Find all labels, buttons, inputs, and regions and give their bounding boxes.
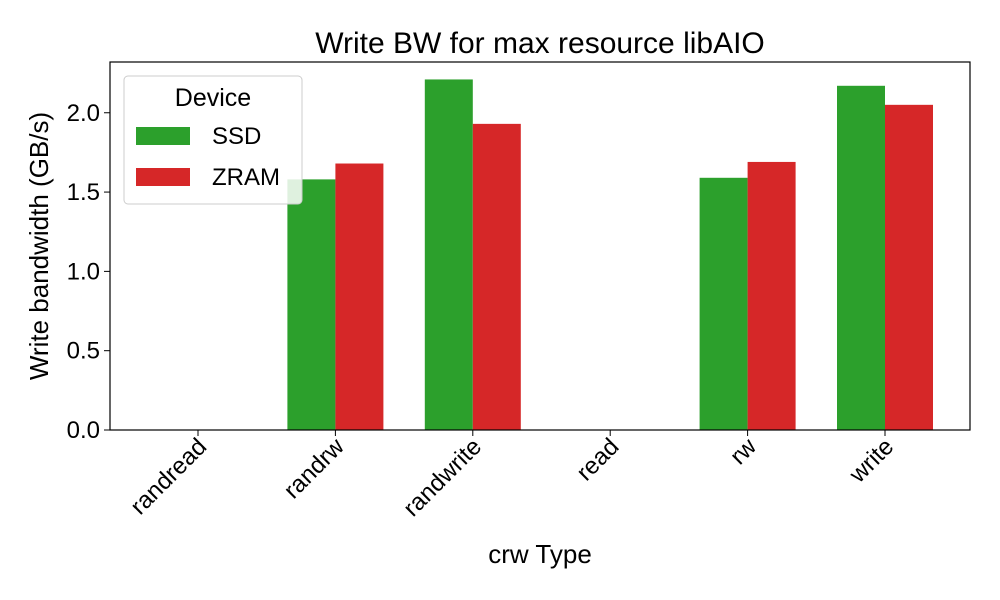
plot-frame [109, 61, 971, 431]
y-tick-label: 2.0 [67, 100, 100, 127]
legend-label-ssd: SSD [212, 123, 261, 150]
bar-ssd-randwrite [424, 79, 473, 430]
legend: Device SSD ZRAM [123, 75, 303, 205]
bar-zram-write [885, 104, 933, 431]
y-axis-label: Write bandwidth (GB/s) [24, 112, 54, 380]
y-tick-label: 1.5 [67, 179, 100, 206]
chart-title: Write BW for max resource libAIO [315, 27, 765, 60]
legend-swatch-ssd [136, 127, 190, 145]
bar-zram-randwrite [472, 123, 521, 431]
y-tick-label: 0.0 [67, 417, 100, 444]
bar-ssd-rw [699, 177, 748, 430]
legend-label-zram: ZRAM [212, 164, 280, 191]
legend-swatch-zram [136, 168, 190, 186]
bars-group [287, 79, 933, 431]
bar-zram-randrw [335, 163, 384, 430]
y-tick-label: 1.0 [67, 258, 100, 285]
y-tick-label: 0.5 [67, 338, 100, 365]
legend-title: Device [175, 84, 251, 112]
bar-zram-rw [747, 161, 796, 430]
bar-ssd-randrw [287, 179, 336, 430]
x-axis-label: crw Type [488, 539, 592, 569]
bar-ssd-write [837, 85, 885, 431]
y-ticks-group: 0.0 0.5 1.0 1.5 2.0 [67, 100, 110, 444]
